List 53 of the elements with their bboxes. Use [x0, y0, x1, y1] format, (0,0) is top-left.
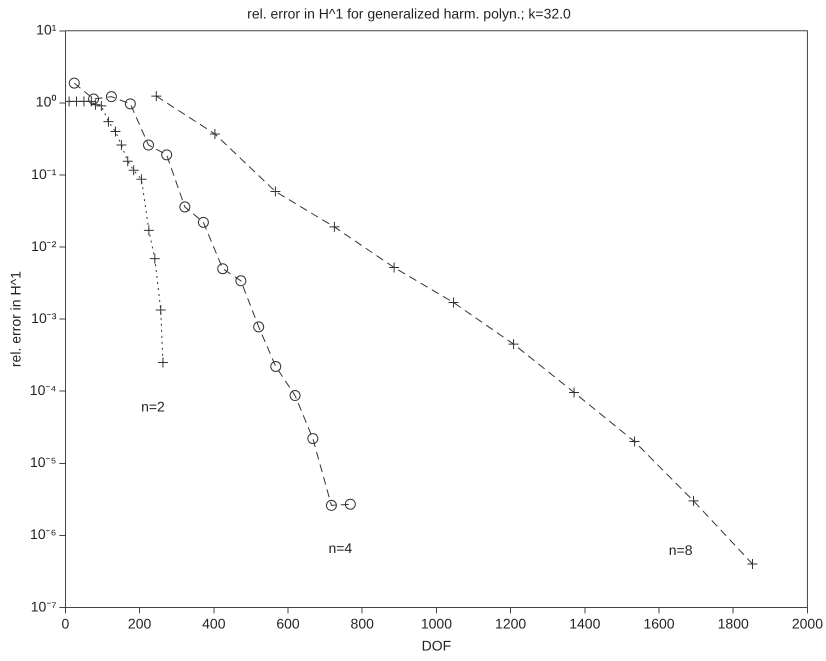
point — [143, 224, 154, 236]
y-axis-title: rel. error in H^1 — [7, 270, 24, 368]
x-tick-label: 1400 — [569, 616, 601, 632]
point — [198, 216, 209, 228]
point — [328, 221, 340, 232]
y-tick-label: 10⁻² — [31, 238, 57, 254]
y-tick-label: 10⁻¹ — [31, 166, 57, 182]
point — [124, 98, 136, 110]
point — [68, 78, 80, 89]
text: n=4 — [328, 540, 352, 556]
chart-title: rel. error in H^1 for generalized harm. polyn.; k=32.0 — [247, 5, 572, 22]
y-tick-label: 10⁻⁴ — [30, 382, 56, 398]
x-tick-label: 1000 — [420, 616, 452, 632]
point — [136, 174, 147, 185]
text: n=2 — [141, 398, 166, 414]
point — [508, 338, 520, 350]
point — [88, 94, 100, 105]
y-tick-label: 10⁻⁵ — [30, 454, 56, 470]
point — [326, 500, 337, 511]
y-tick-label: 10⁻³ — [31, 310, 57, 326]
point — [235, 275, 246, 286]
y-tick-label: 10¹ — [36, 22, 57, 38]
x-tick-label: 400 — [202, 616, 226, 632]
point — [142, 140, 154, 151]
x-tick-label: 1200 — [495, 616, 526, 632]
y-tick-label: 10⁻⁷ — [30, 598, 56, 614]
x-tick-label: 800 — [350, 616, 374, 632]
point — [161, 149, 172, 160]
point — [307, 433, 318, 444]
point — [150, 90, 162, 102]
point — [290, 390, 301, 402]
point — [688, 495, 700, 506]
x-tick-label: 200 — [128, 616, 152, 632]
text: n=8 — [668, 542, 693, 558]
point — [106, 91, 117, 102]
point — [179, 201, 190, 212]
point — [102, 116, 114, 128]
point — [122, 156, 134, 167]
x-tick-label: 1800 — [718, 616, 750, 632]
point — [253, 321, 264, 332]
point — [344, 498, 356, 510]
x-tick-label: 2000 — [792, 616, 824, 632]
x-tick-label: 0 — [61, 616, 70, 632]
point — [217, 263, 228, 274]
x-tick-label: 1600 — [643, 616, 675, 632]
point — [128, 164, 140, 176]
x-tick-label: 600 — [276, 616, 300, 632]
point — [96, 100, 107, 112]
y-tick-label: 10⁻⁶ — [30, 526, 56, 542]
point — [270, 360, 282, 372]
y-tick-label: 10⁰ — [36, 94, 56, 110]
x-axis-title: DOF — [422, 637, 452, 654]
point — [149, 253, 160, 264]
